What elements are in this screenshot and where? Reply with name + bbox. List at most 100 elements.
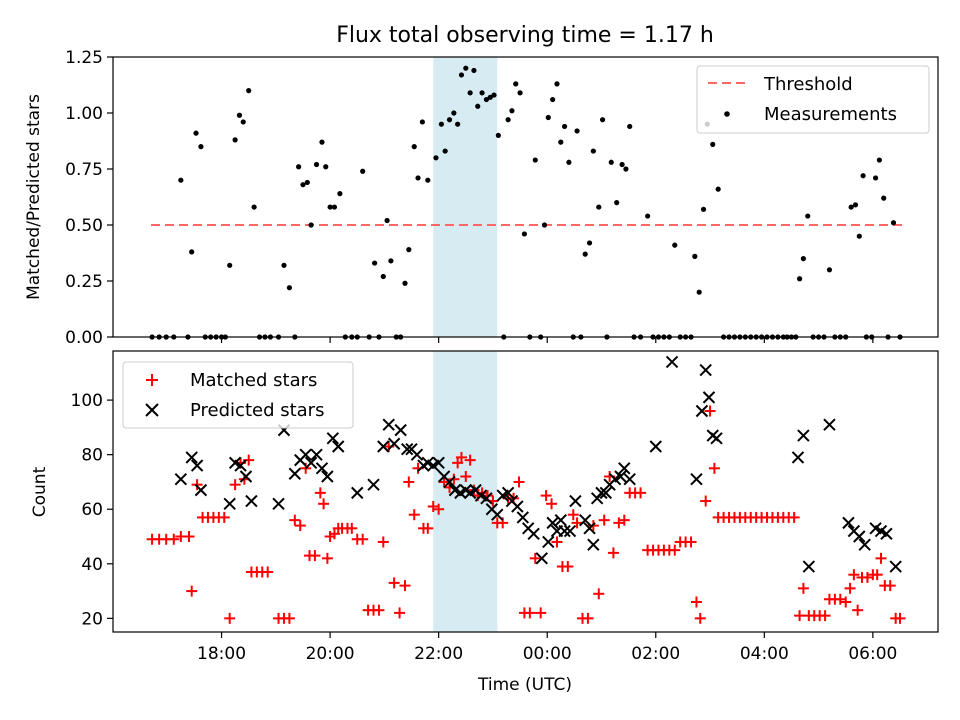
- bottom-x-tick-label: 04:00: [740, 644, 789, 664]
- measurement-point: [517, 90, 523, 96]
- matched-star-point: [598, 514, 610, 526]
- matched-star-point: [669, 544, 681, 556]
- predicted-star-point: [288, 467, 302, 480]
- legend-matched-marker: [146, 374, 158, 386]
- predicted-star-point: [569, 494, 582, 508]
- measurement-point: [296, 164, 302, 170]
- measurement-point: [796, 276, 803, 282]
- measurement-point: [406, 247, 412, 253]
- measurement-point: [240, 119, 246, 125]
- matched-star-point: [309, 550, 321, 562]
- measurement-point: [700, 206, 707, 212]
- measurement-point: [189, 249, 195, 255]
- measurement-point: [848, 204, 854, 210]
- predicted-star-point: [367, 478, 380, 491]
- measurement-point: [360, 168, 366, 174]
- matched-star-point: [168, 533, 180, 545]
- matched-star-point: [438, 476, 450, 488]
- predicted-star-point: [194, 483, 208, 497]
- predicted-star-point: [410, 448, 424, 461]
- matched-star-point: [582, 612, 594, 624]
- measurement-point: [881, 195, 887, 201]
- measurement-point: [596, 204, 602, 210]
- predicted-star-point: [558, 524, 571, 538]
- measurement-point: [487, 94, 493, 100]
- matched-star-point: [788, 511, 800, 523]
- predicted-star-point: [394, 423, 407, 437]
- predicted-star-point: [321, 470, 334, 483]
- legend-threshold-label: Threshold: [763, 74, 853, 95]
- matched-star-point: [464, 454, 476, 466]
- matched-star-point: [884, 580, 896, 592]
- measurement-point: [455, 121, 461, 127]
- measurement-point: [300, 182, 306, 188]
- predicted-star-point: [245, 494, 258, 508]
- matched-star-point: [314, 487, 326, 499]
- measurement-point: [558, 139, 564, 145]
- measurement-point: [614, 200, 620, 206]
- matched-star-point: [388, 577, 400, 589]
- predicted-star-point: [491, 508, 504, 521]
- matched-star-point: [460, 470, 472, 482]
- matched-star-point: [186, 585, 198, 597]
- measurement-point: [599, 117, 606, 123]
- predicted-star-point: [516, 511, 529, 524]
- bottom-x-tick-label: 18:00: [197, 644, 246, 664]
- matched-stars-series: [146, 405, 906, 624]
- measurement-point: [513, 81, 519, 87]
- top-highlight-span: [433, 57, 498, 337]
- predicted-star-point: [563, 524, 577, 538]
- predicted-star-point: [185, 451, 198, 464]
- measurement-point: [193, 130, 199, 136]
- measurement-point: [890, 220, 897, 226]
- matched-star-point: [262, 566, 274, 578]
- matched-star-point: [218, 511, 230, 523]
- bottom-x-axis-label: Time (UTC): [477, 675, 572, 695]
- predicted-star-point: [351, 486, 364, 500]
- legend-measurements-marker: [724, 111, 730, 117]
- measurement-point: [286, 285, 292, 291]
- measurement-point: [415, 175, 421, 181]
- measurement-point: [251, 204, 257, 210]
- predicted-star-point: [802, 560, 816, 573]
- measurement-point: [442, 148, 448, 154]
- bottom-y-tick-label: 40: [81, 555, 103, 575]
- top-x-axis-ticks: [220, 337, 874, 343]
- top-legend-box: [696, 65, 930, 134]
- top-panel: 0.00 0.25 0.50 0.75 1.00 1.25 Matched/Predict…: [24, 48, 939, 348]
- predicted-star-point: [234, 459, 247, 472]
- top-y-tick-label: 0.25: [65, 272, 103, 292]
- matched-star-point: [524, 607, 536, 619]
- matched-star-point: [403, 476, 415, 488]
- measurement-point: [645, 213, 651, 219]
- matched-star-point: [848, 569, 860, 581]
- predicted-star-point: [501, 486, 515, 500]
- predicted-star-point: [190, 459, 204, 472]
- predicted-star-point: [587, 538, 600, 551]
- matched-star-point: [567, 509, 579, 521]
- matched-star-point: [289, 514, 301, 526]
- measurement-point: [590, 148, 596, 154]
- matched-star-point: [840, 596, 852, 608]
- matched-star-point: [422, 522, 434, 534]
- measurement-point: [337, 191, 343, 197]
- predicted-star-point: [304, 456, 318, 470]
- matched-star-point: [394, 607, 406, 619]
- matched-star-point: [357, 533, 369, 545]
- measurement-point: [483, 96, 490, 103]
- measurement-point: [509, 108, 515, 114]
- matched-star-point: [535, 607, 547, 619]
- bottom-x-tick-label: 22:00: [414, 644, 463, 664]
- matched-star-point: [819, 610, 831, 622]
- measurement-point: [236, 112, 243, 118]
- measurement-point: [554, 81, 560, 87]
- predicted-star-point: [400, 443, 414, 456]
- measurement-point: [178, 177, 184, 183]
- predicted-star-point: [614, 470, 627, 483]
- matched-star-point: [875, 552, 887, 564]
- predicted-star-point: [583, 522, 596, 535]
- measurement-point: [586, 240, 593, 246]
- predicted-star-point: [310, 448, 323, 461]
- matched-star-point: [229, 479, 241, 491]
